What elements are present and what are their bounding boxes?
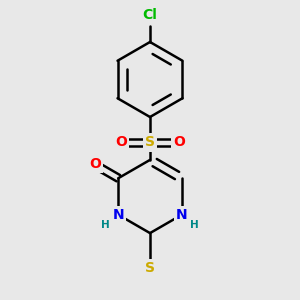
Text: Cl: Cl (142, 8, 158, 22)
Text: H: H (101, 220, 110, 230)
Text: H: H (190, 220, 199, 230)
Text: O: O (173, 136, 185, 149)
Text: N: N (176, 208, 188, 222)
Text: Cl: Cl (142, 8, 158, 22)
Text: O: O (115, 136, 127, 149)
Text: S: S (145, 262, 155, 275)
Text: N: N (112, 208, 124, 222)
Text: O: O (89, 157, 101, 171)
Text: S: S (145, 136, 155, 149)
